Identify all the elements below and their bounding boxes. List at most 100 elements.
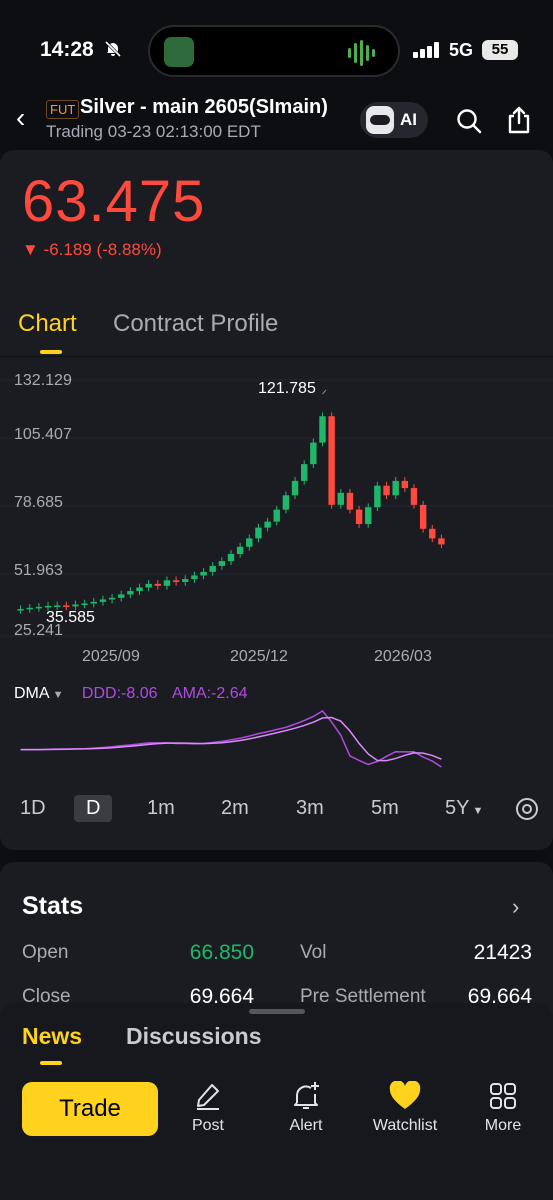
active-tab-indicator <box>40 350 62 354</box>
candlestick-chart[interactable] <box>0 360 553 660</box>
candle-body <box>99 599 107 602</box>
tab-discussions[interactable]: Discussions <box>126 1023 262 1049</box>
stat-label-close: Close <box>22 986 71 1007</box>
period-5y-label: 5Y <box>445 797 470 819</box>
bell-plus-icon <box>294 1082 319 1109</box>
candle-body <box>172 580 180 582</box>
sheet-drag-handle[interactable] <box>249 1009 305 1014</box>
candle-body <box>118 594 125 598</box>
search-icon[interactable] <box>456 108 482 134</box>
ama-line <box>20 716 442 762</box>
candle-body <box>90 601 97 604</box>
candle-body <box>291 480 299 496</box>
period-1d[interactable]: 1D <box>20 797 46 819</box>
stat-value-open: 66.850 <box>189 941 254 964</box>
candle-body <box>136 587 143 592</box>
candle-body <box>264 521 271 528</box>
candle-body <box>63 605 70 607</box>
y-tick-label: 25.241 <box>14 622 63 639</box>
period-5m[interactable]: 5m <box>371 797 399 819</box>
signal-icon <box>413 42 439 58</box>
chart-tabs: Chart Contract Profile <box>0 300 553 355</box>
chart-settings-icon[interactable] <box>515 797 539 821</box>
max-price-label: 121.785 <box>258 380 316 397</box>
candle-body <box>419 504 427 529</box>
x-tick-label: 2025/09 <box>82 648 140 665</box>
chevron-right-icon[interactable]: › <box>512 894 520 919</box>
tab-chart[interactable]: Chart <box>18 310 77 337</box>
candle-body <box>392 480 399 496</box>
candle-body <box>182 579 189 582</box>
tab-news[interactable]: News <box>22 1023 83 1049</box>
period-d[interactable]: D <box>74 795 113 822</box>
indicator-dropdown-icon[interactable]: ▼ <box>52 689 64 701</box>
instrument-title: Silver - main 2605(SImain) <box>80 96 328 118</box>
period-1m[interactable]: 1m <box>147 797 175 819</box>
candle-body <box>163 580 171 586</box>
candle-body <box>374 485 381 508</box>
price-change: ▼ -6.189 (-8.88%) <box>22 240 162 259</box>
candle-body <box>273 509 280 522</box>
y-tick-label: 51.963 <box>14 562 63 579</box>
candle-body <box>337 492 344 505</box>
candle-body <box>26 607 33 610</box>
indicator-row[interactable]: DMA ▼ DDD:-8.06 AMA:-2.64 <box>14 685 248 703</box>
stat-value-vol: 21423 <box>473 941 532 964</box>
x-tick-label: 2025/12 <box>230 648 288 665</box>
candle-body <box>346 492 354 510</box>
y-tick-label: 132.129 <box>14 372 72 389</box>
period-2m[interactable]: 2m <box>221 797 249 819</box>
grid-icon <box>490 1083 516 1109</box>
back-chevron-icon[interactable]: ‹ <box>16 102 26 133</box>
bottom-sheet: News Discussions Trade Post Alert Watchl… <box>0 1003 553 1200</box>
period-3m[interactable]: 3m <box>296 797 324 819</box>
alert-button[interactable]: Alert <box>266 1081 346 1141</box>
ai-button[interactable]: AI <box>360 102 428 138</box>
candle-body <box>383 485 390 496</box>
stat-value-pre-settlement: 69.664 <box>467 985 532 1008</box>
stats-title: Stats <box>22 892 84 920</box>
candle-body <box>127 591 134 595</box>
candle-body <box>191 575 198 580</box>
candle-body <box>246 538 253 547</box>
network-type: 5G <box>449 40 474 60</box>
more-button[interactable]: More <box>463 1081 543 1141</box>
stat-label-pre-settlement: Pre Settlement <box>300 986 426 1007</box>
ai-label: AI <box>400 110 417 129</box>
ddd-line <box>20 710 442 768</box>
audio-wave-icon <box>348 40 375 66</box>
candle-body <box>429 528 436 539</box>
candle-body <box>35 606 43 609</box>
quote-card: 63.475 ▼ -6.189 (-8.88%) Chart Contract … <box>0 150 553 850</box>
candle-body <box>154 583 162 586</box>
candle-body <box>255 527 262 539</box>
divider <box>0 356 553 357</box>
candle-body <box>319 416 326 443</box>
indicator-ama: AMA:-2.64 <box>171 685 248 702</box>
candle-body <box>236 546 244 554</box>
candle-body <box>17 609 24 611</box>
post-button[interactable]: Post <box>168 1081 248 1141</box>
candle-body <box>108 597 116 600</box>
watchlist-button[interactable]: Watchlist <box>365 1081 445 1141</box>
candle-body <box>310 442 317 465</box>
candle-body <box>401 480 409 489</box>
dynamic-island[interactable] <box>148 25 400 77</box>
period-dropdown-icon: ▼ <box>472 805 484 817</box>
pencil-icon <box>197 1084 219 1110</box>
candle-body <box>218 561 226 566</box>
price-chart[interactable]: 132.129 105.407 78.685 51.963 25.241 121… <box>0 360 553 680</box>
status-bar: 14:28 5G 55 <box>0 0 553 100</box>
candle-body <box>81 603 88 606</box>
header: ‹ FUT Silver - main 2605(SImain) Trading… <box>0 92 553 148</box>
heart-icon <box>389 1081 421 1109</box>
tab-contract-profile[interactable]: Contract Profile <box>113 310 279 337</box>
share-icon[interactable] <box>506 106 532 134</box>
candle-body <box>410 488 418 505</box>
trade-button[interactable]: Trade <box>22 1082 158 1136</box>
candle-body <box>72 604 79 607</box>
period-5y[interactable]: 5Y ▼ <box>445 797 483 820</box>
more-label: More <box>484 1117 522 1134</box>
bell-muted-icon <box>104 40 122 63</box>
indicator-name[interactable]: DMA <box>14 685 50 702</box>
